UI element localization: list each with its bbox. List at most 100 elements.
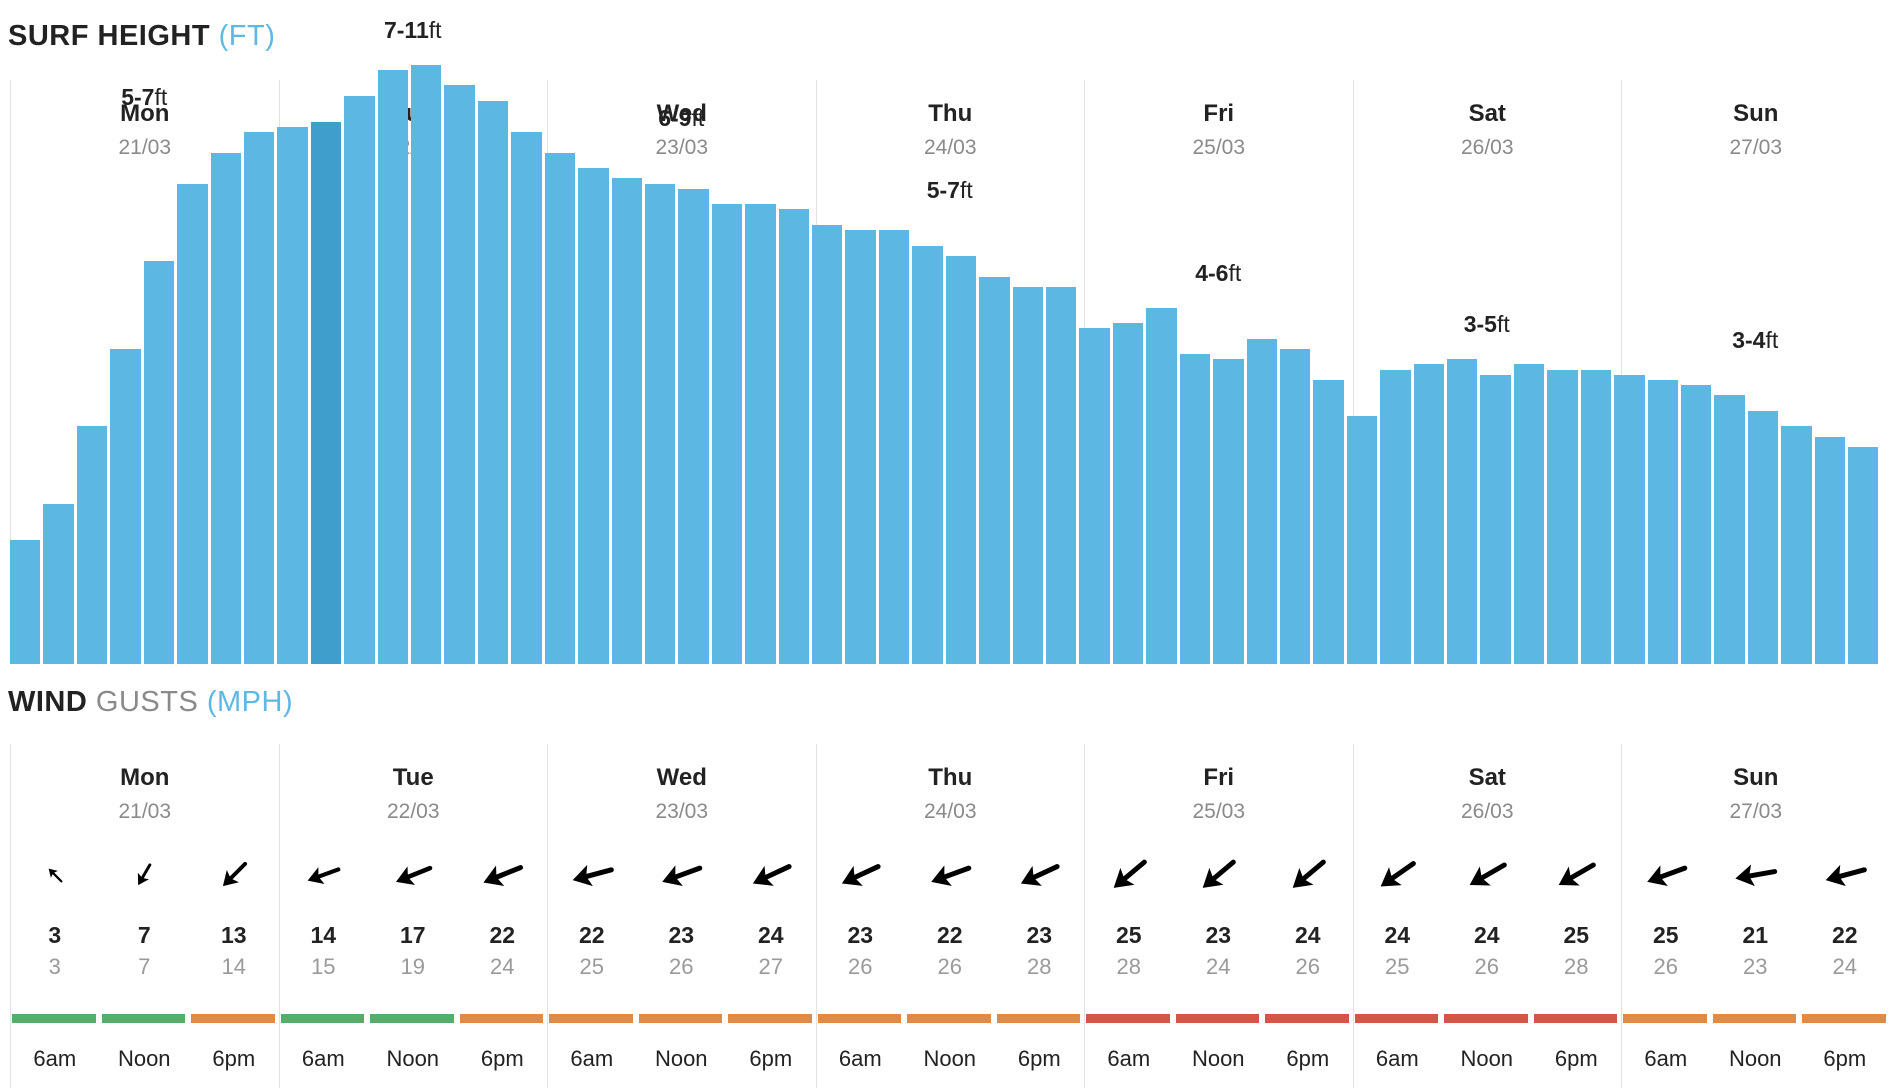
surf-bar[interactable] [1580,369,1612,664]
surf-bar[interactable] [544,152,576,664]
surf-bar[interactable] [477,100,509,664]
surf-bar[interactable] [1714,395,1745,664]
surf-bar[interactable] [1781,426,1812,664]
wind-speed: 13 [220,922,247,948]
surf-bar[interactable] [1447,359,1478,664]
wind-gusts-title: WIND GUSTS (MPH) [8,686,293,719]
wind-rating-bar [907,1014,991,1023]
surf-bar[interactable] [243,131,275,664]
surf-bar[interactable] [644,183,676,664]
peak-range: 6-9 [658,104,692,131]
surf-bar[interactable] [578,168,609,664]
wind-direction-arrow-icon [1469,862,1507,886]
wind-gust: 15 [311,954,336,979]
surf-bar[interactable] [1614,374,1645,664]
surf-bar[interactable] [1112,323,1144,664]
surf-day-column: Sat 26/03 [1352,80,1622,664]
wind-slot: 3 3 6am [10,744,100,1088]
surf-bar[interactable] [611,178,642,664]
time-label: 6am [1107,1046,1151,1071]
surf-bar[interactable] [1313,379,1344,664]
time-label: Noon [386,1046,440,1071]
wind-rating-bar [12,1014,96,1023]
surf-bar[interactable] [1213,359,1244,664]
surf-bar[interactable] [1279,348,1311,664]
surf-bar[interactable] [1747,410,1779,664]
surf-bar[interactable] [1079,328,1110,664]
wind-direction-arrow-icon [842,864,881,886]
surf-bar[interactable] [1380,369,1411,664]
surf-bar[interactable] [745,204,776,664]
surf-bar[interactable] [1680,385,1712,664]
surf-bar[interactable] [1848,447,1879,664]
surf-bar[interactable] [177,183,208,664]
surf-peak-label: 5-7ft [927,177,973,204]
surf-bar[interactable] [411,64,442,664]
wind-speed: 3 [48,922,62,948]
surf-bar[interactable] [678,188,709,664]
wind-direction-arrow-icon [1735,864,1778,887]
wind-rating-bar [191,1014,275,1023]
wind-gust: 7 [138,954,151,979]
surf-bar[interactable] [43,503,74,664]
day-name: Mon [120,100,170,127]
surf-bar[interactable] [845,230,876,664]
surf-bar[interactable] [344,95,375,664]
wind-slot: 24 26 Noon [1442,744,1532,1088]
surf-peak-label: 3-4ft [1732,327,1778,354]
surf-bar[interactable] [778,209,810,664]
wind-speed: 23 [1026,922,1053,948]
surf-bar[interactable] [444,85,475,664]
time-label: 6am [33,1046,77,1071]
wind-speed: 23 [1205,922,1232,948]
surf-bar[interactable] [878,230,910,664]
surf-bar[interactable] [110,348,141,664]
time-label: 6pm [212,1046,256,1071]
surf-bar[interactable] [979,276,1010,664]
wind-rating-bar [370,1014,454,1023]
wind-slot: 23 26 Noon [637,744,727,1088]
wind-day-column: Wed 23/03 [547,744,816,1088]
day-name: Fri [1203,100,1235,127]
surf-bar[interactable] [1413,364,1445,664]
surf-bar[interactable] [210,152,241,664]
surf-bar[interactable] [76,426,108,664]
surf-bar[interactable] [945,255,977,664]
wind-slot: 23 26 6am [816,744,906,1088]
wind-rating-bar [101,1014,185,1023]
surf-bar[interactable] [1246,338,1277,664]
surf-bar[interactable] [511,131,542,664]
wind-unit: (MPH) [206,686,294,718]
surf-bar[interactable] [812,224,843,664]
wind-gust: 26 [937,954,962,979]
surf-bar[interactable] [1179,354,1211,664]
surf-bar[interactable] [310,121,342,664]
surf-bar[interactable] [10,540,41,664]
surf-bar[interactable] [1647,379,1678,664]
wind-speed: 17 [399,922,426,948]
surf-bar[interactable] [1480,374,1511,664]
wind-speed: 7 [137,922,151,948]
day-date: 26/03 [1460,136,1514,159]
surf-bar[interactable] [143,261,175,664]
wind-slot: 25 26 6am [1621,744,1711,1088]
wind-gust: 25 [579,954,604,979]
surf-bar[interactable] [1814,436,1846,664]
surf-bar[interactable] [1513,364,1545,664]
surf-bar[interactable] [1547,369,1578,664]
surf-bar[interactable] [377,69,409,664]
surf-bar[interactable] [1146,307,1177,664]
wind-direction-arrow-icon [662,865,703,887]
wind-day-column: Sat 26/03 [1352,744,1622,1088]
surf-bar[interactable] [912,245,943,664]
surf-bar[interactable] [1012,286,1043,664]
surf-bar[interactable] [1046,286,1077,664]
surf-bar[interactable] [277,126,308,664]
surf-bar[interactable] [1346,416,1378,664]
wind-direction-arrow-icon [1021,864,1060,886]
wind-speed: 22 [489,922,516,948]
wind-gust: 28 [1027,954,1052,979]
wind-direction-arrow-icon [1292,859,1326,888]
day-date: 25/03 [1192,800,1246,823]
surf-bar[interactable] [711,204,743,664]
